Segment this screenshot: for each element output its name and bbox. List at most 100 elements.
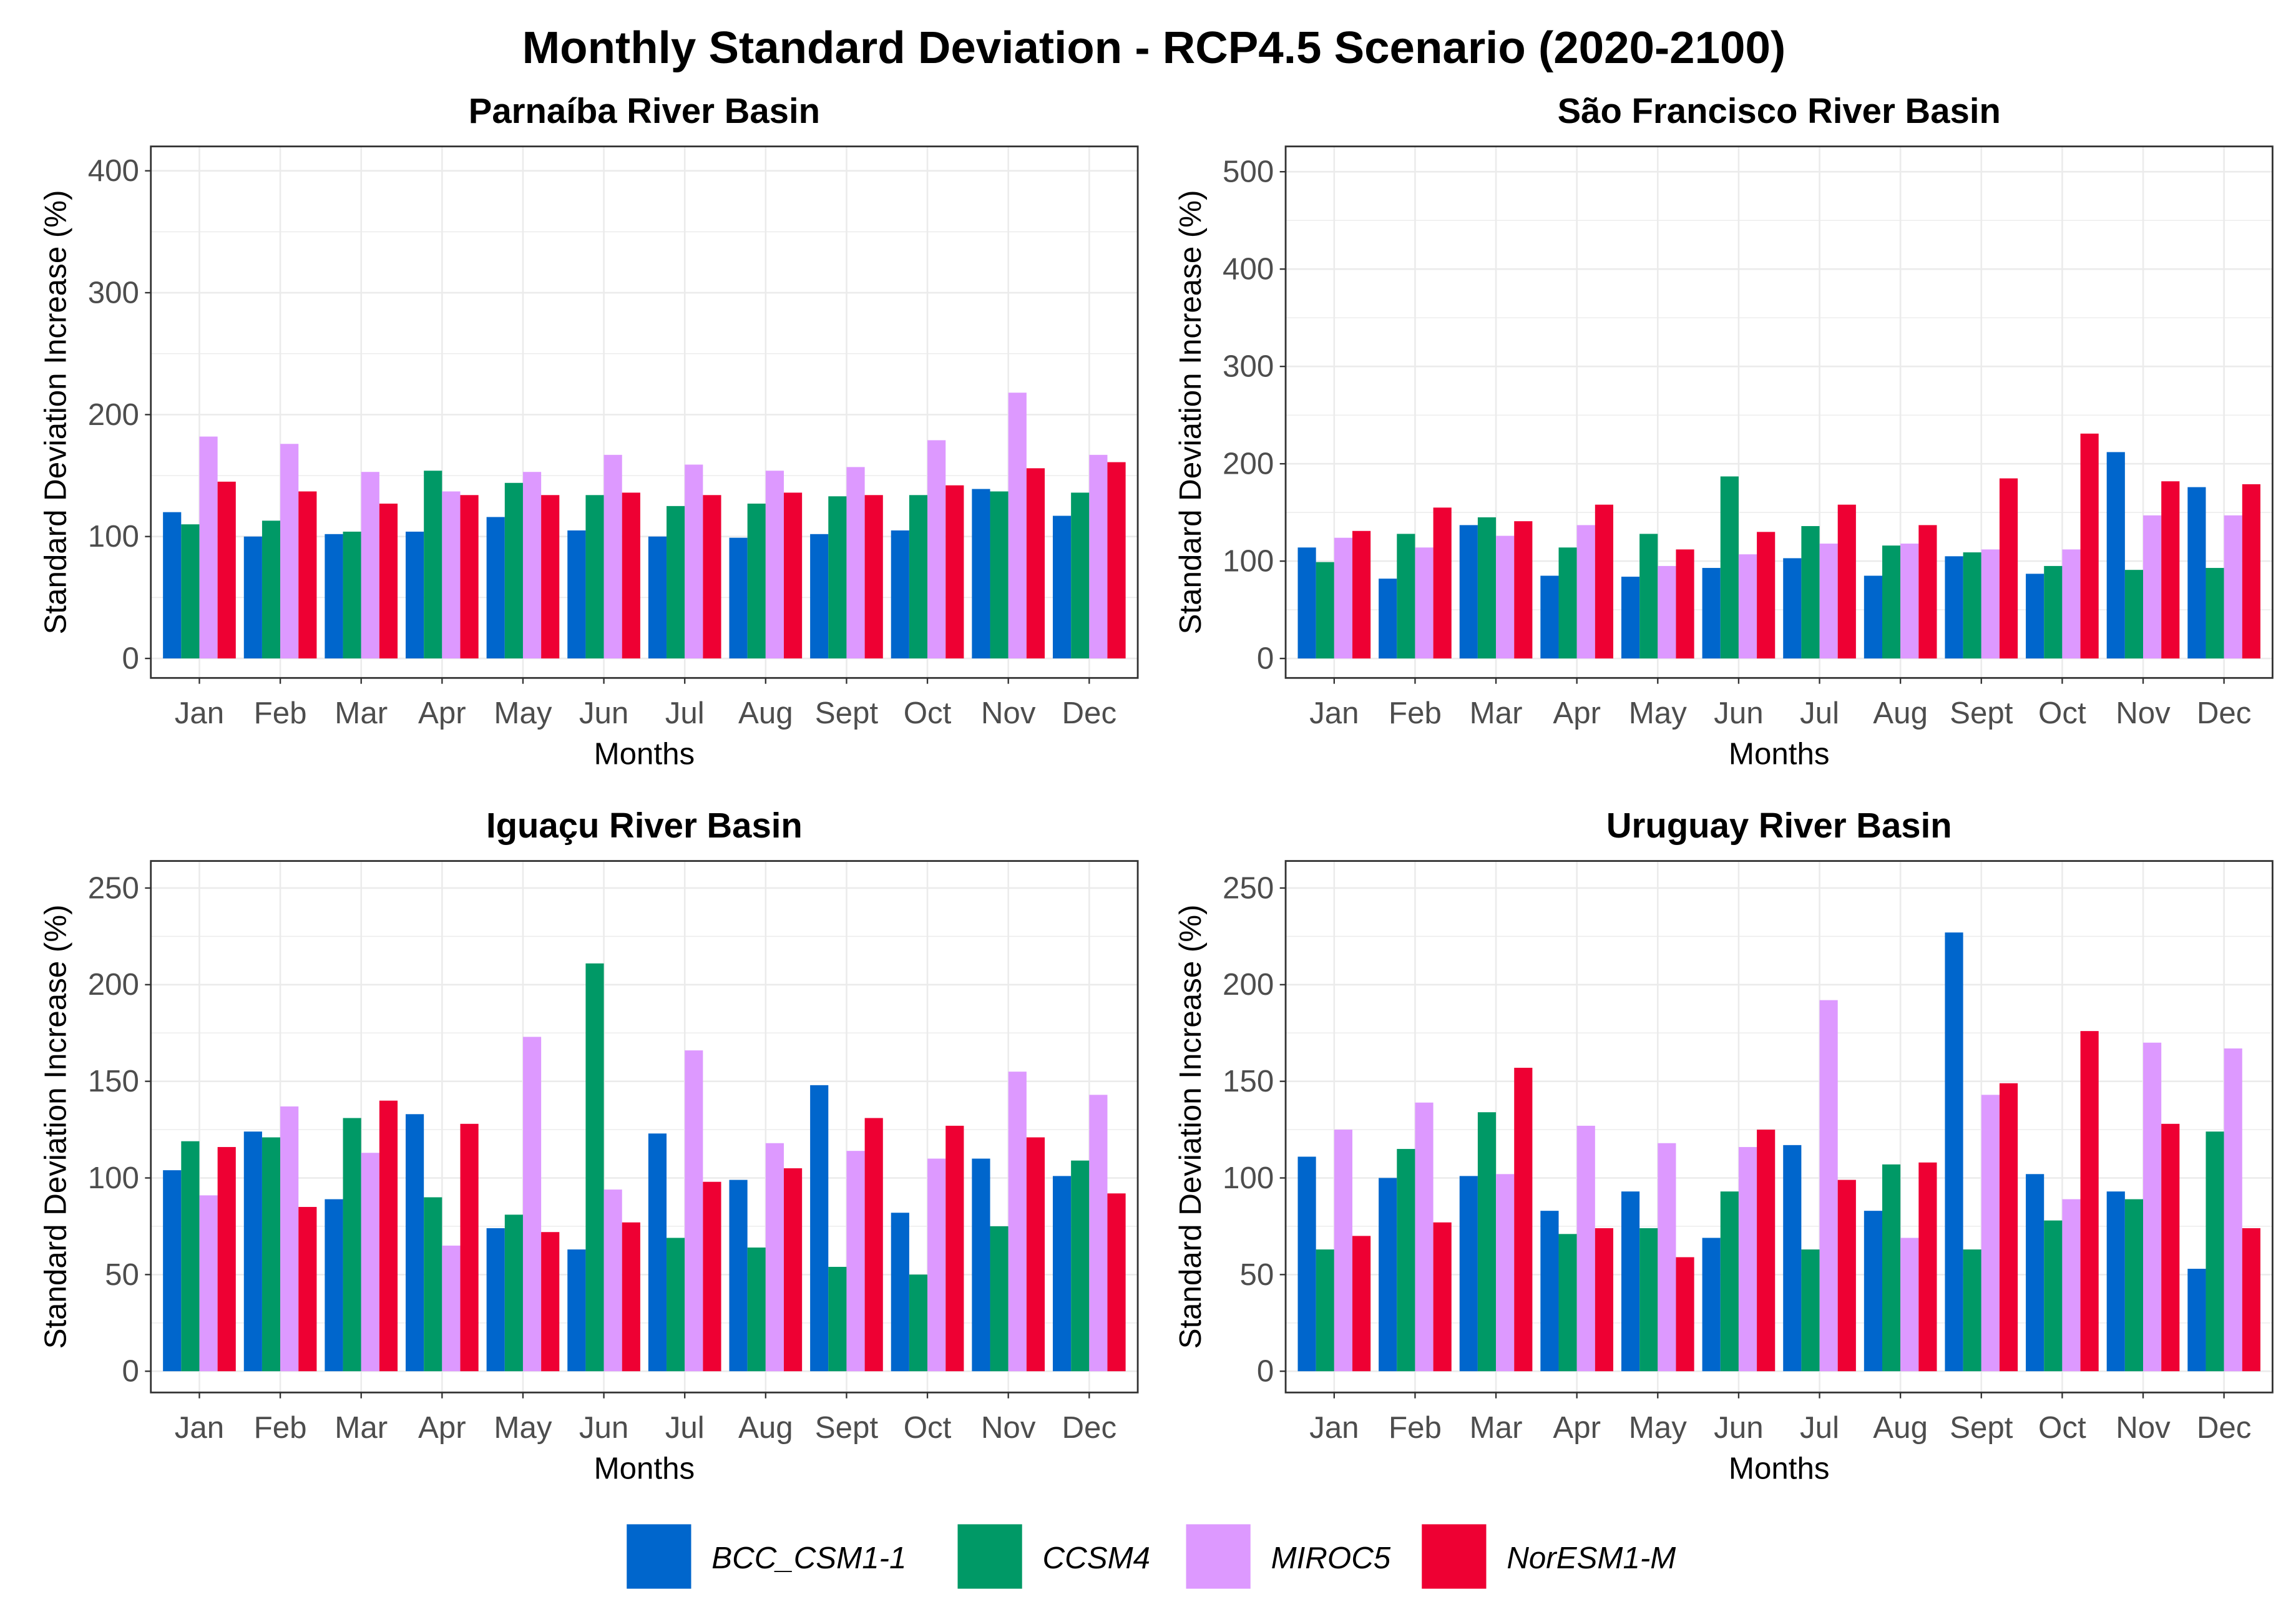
bar-MIROC5-Nov [1008,1072,1027,1372]
bar-BCC_CSM1-1-Apr [406,531,424,659]
bar-BCC_CSM1-1-Nov [2106,452,2125,659]
bar-BCC_CSM1-1-Apr [406,1114,424,1372]
bar-CCSM4-Jun [585,963,604,1372]
bar-MIROC5-Apr [442,491,461,659]
x-tick-label: Jul [1800,696,1839,730]
bar-NorESM1-M-Jul [1837,504,1856,659]
bar-CCSM4-Feb [261,1137,281,1372]
bar-BCC_CSM1-1-Mar [325,534,343,659]
legend-label: NorESM1-M [1507,1541,1676,1575]
panel-title: Parnaíba River Basin [469,91,820,130]
bar-NorESM1-M-Sept [864,1118,883,1372]
x-tick-label: Oct [2038,696,2086,730]
y-tick-label: 200 [1223,447,1274,481]
bar-BCC_CSM1-1-Dec [2187,487,2206,659]
bar-NorESM1-M-Aug [1918,525,1937,659]
x-tick-label: May [1629,696,1687,730]
x-tick-label: Jun [1714,696,1763,730]
bar-BCC_CSM1-1-Apr [1540,1211,1559,1372]
bar-BCC_CSM1-1-Jul [1783,558,1802,659]
bar-MIROC5-Jun [603,454,622,659]
bar-NorESM1-M-Oct [945,485,964,659]
bar-CCSM4-Aug [1882,545,1901,659]
bar-CCSM4-Mar [343,1118,361,1372]
x-tick-label: Oct [904,696,952,730]
bar-NorESM1-M-Aug [1918,1162,1937,1372]
bar-BCC_CSM1-1-May [1621,1191,1640,1372]
bar-CCSM4-Nov [2124,570,2144,659]
bar-BCC_CSM1-1-Dec [2187,1269,2206,1372]
bar-NorESM1-M-Nov [2161,1123,2180,1372]
bar-NorESM1-M-Nov [1026,468,1045,659]
x-tick-label: Jan [1309,1410,1359,1445]
x-tick-label: Jul [1800,1410,1839,1445]
bar-NorESM1-M-Apr [460,1123,479,1372]
x-tick-label: Mar [335,1410,388,1445]
x-axis-title: Months [594,737,695,771]
x-tick-label: Sept [815,1410,879,1445]
bar-MIROC5-Nov [2143,1042,2162,1372]
bar-BCC_CSM1-1-Oct [891,530,909,659]
bar-MIROC5-Apr [1576,525,1595,659]
bar-NorESM1-M-Oct [945,1125,964,1372]
y-tick-label: 150 [88,1064,139,1098]
y-tick-label: 250 [88,871,139,905]
x-tick-label: Mar [335,696,388,730]
bar-BCC_CSM1-1-Sept [1945,932,1963,1372]
x-tick-label: Feb [254,696,307,730]
x-tick-label: Aug [1873,1410,1928,1445]
bar-MIROC5-Jun [603,1189,622,1372]
bar-CCSM4-Jul [1801,1249,1820,1372]
x-axis-title: Months [1729,1452,1830,1486]
bar-CCSM4-Apr [1558,1234,1577,1372]
bar-BCC_CSM1-1-Dec [1052,515,1072,659]
bar-MIROC5-Jul [1819,544,1838,659]
bar-MIROC5-Jul [685,464,703,659]
bar-BCC_CSM1-1-Jan [1297,547,1316,659]
bar-BCC_CSM1-1-May [486,517,505,659]
bar-BCC_CSM1-1-Nov [2106,1191,2125,1372]
bar-NorESM1-M-Apr [1595,1228,1614,1372]
bar-BCC_CSM1-1-Feb [1379,579,1397,659]
y-tick-label: 50 [1239,1258,1274,1292]
x-tick-label: Apr [1553,1410,1601,1445]
bar-NorESM1-M-Jan [1352,1236,1371,1372]
bar-BCC_CSM1-1-Feb [243,1131,262,1372]
y-tick-label: 500 [1223,155,1274,189]
legend-label: CCSM4 [1043,1541,1150,1575]
bar-NorESM1-M-Sept [1999,1083,2018,1372]
bar-CCSM4-Jan [1316,562,1334,659]
bar-NorESM1-M-Dec [1107,462,1126,659]
bar-CCSM4-Sept [828,496,847,659]
bar-CCSM4-Oct [2044,565,2063,659]
bar-CCSM4-Jul [1801,525,1820,659]
bar-NorESM1-M-Mar [1514,1067,1533,1372]
x-tick-label: Jul [665,696,705,730]
bar-NorESM1-M-Oct [2080,1031,2099,1372]
bar-BCC_CSM1-1-Jul [648,536,667,659]
x-tick-label: Mar [1470,696,1523,730]
bar-BCC_CSM1-1-Oct [2026,1174,2044,1372]
bar-BCC_CSM1-1-Dec [1052,1176,1072,1372]
bar-CCSM4-Aug [1882,1164,1901,1372]
bar-CCSM4-Mar [343,531,361,659]
panel-border [1284,860,2274,1394]
y-axis-title: Standard Deviation Increase (%) [1173,904,1208,1349]
y-axis-title: Standard Deviation Increase (%) [39,190,73,634]
x-tick-label: Apr [418,696,466,730]
bar-NorESM1-M-Dec [1107,1193,1126,1372]
bar-CCSM4-Oct [909,1274,928,1372]
bar-CCSM4-Jul [667,1238,685,1372]
x-tick-label: May [494,696,552,730]
y-axis-title: Standard Deviation Increase (%) [39,904,73,1349]
figure-title: Monthly Standard Deviation - RCP4.5 Scen… [522,22,1786,73]
y-tick-label: 100 [1223,544,1274,579]
bar-MIROC5-Dec [1089,1095,1108,1372]
panel-border [150,145,1139,679]
bar-CCSM4-Dec [1071,1160,1090,1372]
bar-NorESM1-M-Mar [379,1100,398,1372]
bar-CCSM4-Mar [1477,1112,1497,1372]
bar-NorESM1-M-May [1676,549,1694,659]
bar-MIROC5-Aug [1900,544,1919,659]
